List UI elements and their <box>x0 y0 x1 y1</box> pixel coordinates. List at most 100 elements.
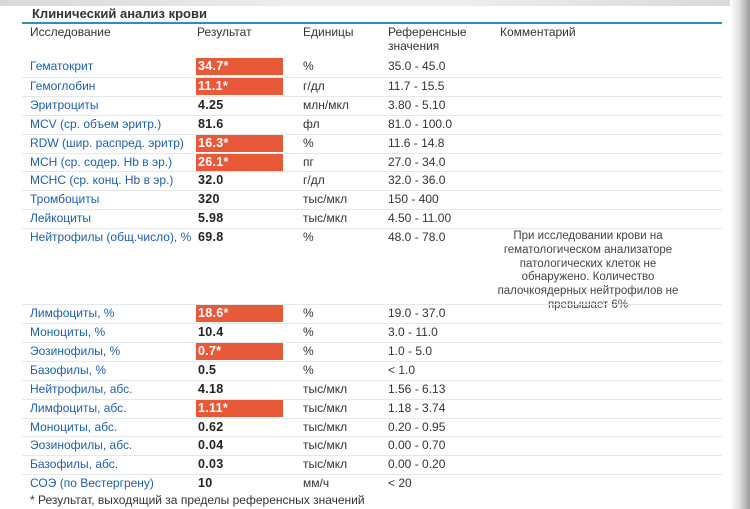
result-units: тыс/мкл <box>303 457 348 472</box>
test-name: СОЭ (по Вестергрену) <box>30 476 154 491</box>
reference-range: 11.6 - 14.8 <box>388 135 445 150</box>
result-value: 0.04 <box>198 438 224 453</box>
test-name: Эритроциты <box>30 97 99 112</box>
test-name: Тромбоциты <box>30 192 100 207</box>
test-name: Базофилы, % <box>30 362 106 377</box>
table-row: Эозинофилы, абс. тыс/мкл 0.00 - 0.70 0.04 <box>22 436 722 456</box>
header-reference-line1: Референсные <box>388 25 467 39</box>
table-row: MCH (ср. содер. Hb в эр.) пг 27.0 - 34.0 26… <box>22 152 722 173</box>
reference-range: 27.0 - 34.0 <box>388 154 446 169</box>
test-name: Эозинофилы, % <box>30 343 121 358</box>
test-name: Нейтрофилы (общ.число), % <box>30 230 192 245</box>
result-value: 0.62 <box>198 419 224 434</box>
table-row: Лейкоциты тыс/мкл 4.50 - 11.00 5.98 <box>22 209 722 229</box>
flagged-result-value: 11.1* <box>196 77 283 95</box>
result-units: % <box>303 135 314 150</box>
result-value: 4.18 <box>198 381 224 396</box>
reference-range: 48.0 - 78.0 <box>388 230 446 245</box>
table-row: Лимфоциты, %% 19.0 - 37.0 18.6* <box>22 304 722 324</box>
table-row: Лимфоциты, абс. тыс/мкл 1.18 - 3.74 1.11* <box>22 398 722 419</box>
reference-range: < 1.0 <box>388 362 416 377</box>
test-name: MCHC (ср. конц. Hb в эр.) <box>30 173 174 188</box>
result-units: млн/мкл <box>303 97 349 112</box>
test-name: Лимфоциты, абс. <box>30 400 127 415</box>
result-value: 320 <box>198 192 220 207</box>
result-cell: 0.62 <box>196 419 283 436</box>
result-cell: 69.8 <box>196 229 283 246</box>
reference-range: 4.50 - 11.00 <box>388 211 452 226</box>
reference-range: 19.0 - 37.0 <box>388 306 446 321</box>
result-cell: 34.7* <box>196 58 283 75</box>
page-edge-shadow <box>730 0 750 509</box>
result-units: тыс/мкл <box>303 381 348 396</box>
table-row: СОЭ (по Вестергрену) мм/ч < 20 10 <box>22 474 722 494</box>
flagged-result-value: 26.1* <box>196 153 283 171</box>
result-cell: 81.6 <box>196 116 283 133</box>
test-name: MCH (ср. содер. Hb в эр.) <box>30 154 173 169</box>
result-units: % <box>303 325 314 339</box>
table-row: Моноциты, абс. тыс/мкл 0.20 - 0.95 0.62 <box>22 417 722 438</box>
reference-range: 1.18 - 3.74 <box>388 400 446 415</box>
result-cell: 0.04 <box>196 437 283 454</box>
result-value: 5.98 <box>198 211 224 226</box>
flagged-result-value: 34.7* <box>196 58 283 75</box>
test-name: Базофилы, абс. <box>30 457 119 472</box>
result-value: 32.0 <box>198 173 224 188</box>
result-units: г/дл <box>303 173 325 188</box>
test-name: MCV (ср. объем эритр.) <box>30 116 162 131</box>
reference-range: 81.0 - 100.0 <box>388 116 453 131</box>
result-value: 0.03 <box>198 457 224 472</box>
result-cell: 18.6* <box>196 305 283 323</box>
page-edge-top <box>0 0 750 6</box>
result-units: г/дл <box>303 78 325 93</box>
result-cell: 10.4 <box>196 324 283 341</box>
test-name: Лимфоциты, % <box>30 306 115 321</box>
table-row: MCV (ср. объем эритр.) фл 81.0 - 100.0 81.6 <box>22 114 722 135</box>
table-row: MCHC (ср. конц. Hb в эр.) г/дл 32.0 - 36.0… <box>22 171 722 191</box>
result-value: 69.8 <box>198 230 224 245</box>
result-cell: 4.25 <box>196 97 283 114</box>
table-row: Эритроциты млн/мкл 3.80 - 5.10 4.25 <box>22 95 722 116</box>
table-row: Гематокрит% 35.0 - 45.0 34.7* <box>22 58 722 77</box>
reference-range: 0.00 - 0.20 <box>388 457 446 472</box>
test-name: Лейкоциты <box>30 211 92 226</box>
result-cell: 11.1* <box>196 77 283 95</box>
header-test: Исследование <box>30 25 111 39</box>
result-units: фл <box>303 116 320 131</box>
result-units: % <box>303 362 314 377</box>
report-title: Клинический анализ крови <box>32 6 207 21</box>
footnote: * Результат, выходящий за пределы рефере… <box>30 493 365 507</box>
test-name: Эозинофилы, абс. <box>30 438 133 453</box>
result-cell: 1.11* <box>196 399 283 417</box>
result-units: тыс/мкл <box>303 211 348 226</box>
result-cell: 32.0 <box>196 172 283 189</box>
result-cell: 0.5 <box>196 362 283 379</box>
reference-range: 3.80 - 5.10 <box>388 97 446 112</box>
table-row: Нейтрофилы (общ.число), %% 48.0 - 78.0 При… <box>22 228 722 311</box>
header-units: Единицы <box>303 25 354 39</box>
result-cell: 10 <box>196 475 283 492</box>
table-row: Тромбоциты тыс/мкл 150 - 400 320 <box>22 190 722 210</box>
result-cell: 16.3* <box>196 134 283 152</box>
header-result: Результат <box>197 25 252 39</box>
reference-range: 32.0 - 36.0 <box>388 173 446 188</box>
result-value: 81.6 <box>198 116 224 131</box>
result-units: пг <box>303 154 314 169</box>
result-units: тыс/мкл <box>303 438 348 453</box>
table-row: Нейтрофилы, абс. тыс/мкл 1.56 - 6.13 4.18 <box>22 379 722 400</box>
reference-range: 0.20 - 0.95 <box>388 419 446 434</box>
result-units: мм/ч <box>303 476 330 491</box>
flagged-result-value: 18.6* <box>196 305 283 323</box>
header-reference-line2: значения <box>388 39 440 53</box>
test-name: Моноциты, % <box>30 325 106 339</box>
test-name: Моноциты, абс. <box>30 419 118 434</box>
table-header: Исследование Результат Единицы Референсн… <box>22 22 722 58</box>
table-row: Моноциты, %% 3.0 - 11.0 10.4 <box>22 323 722 343</box>
table-row: Гемоглобин г/дл 11.7 - 15.5 11.1* <box>22 76 722 97</box>
lab-report: Клинический анализ крови Исследование Ре… <box>22 4 722 509</box>
result-value: 10.4 <box>198 325 224 339</box>
result-cell: 5.98 <box>196 210 283 227</box>
reference-range: 0.00 - 0.70 <box>388 438 446 453</box>
header-reference: Референсные значения <box>388 25 467 53</box>
header-comment: Комментарий <box>500 25 576 39</box>
